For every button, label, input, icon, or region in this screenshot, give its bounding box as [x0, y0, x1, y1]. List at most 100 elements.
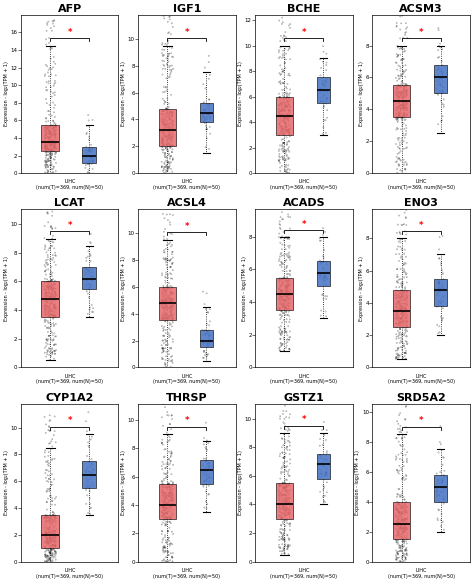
Point: [277, 310, 284, 319]
Point: [47, 284, 55, 293]
Point: [397, 106, 404, 115]
Point: [276, 527, 284, 536]
Point: [46, 487, 53, 496]
Point: [397, 421, 404, 430]
Point: [41, 125, 49, 135]
Point: [160, 554, 168, 564]
Point: [276, 334, 284, 343]
Point: [52, 290, 60, 300]
Point: [286, 471, 293, 480]
X-axis label: LIHC
(num(T)=369, num(N)=50): LIHC (num(T)=369, num(N)=50): [271, 568, 337, 579]
Point: [277, 106, 284, 115]
Point: [166, 122, 173, 131]
Point: [164, 126, 171, 135]
Point: [169, 511, 176, 521]
Point: [278, 275, 286, 285]
Point: [403, 305, 410, 314]
Point: [279, 104, 286, 113]
Point: [44, 531, 52, 540]
Point: [394, 527, 401, 536]
Point: [286, 252, 294, 261]
Point: [47, 145, 55, 154]
Point: [48, 26, 56, 36]
Point: [286, 508, 294, 517]
Point: [46, 516, 53, 525]
Point: [286, 445, 293, 455]
Point: [400, 86, 407, 95]
Point: [162, 493, 169, 502]
Point: [397, 8, 405, 17]
Point: [43, 546, 50, 556]
Point: [285, 497, 292, 507]
Point: [84, 266, 92, 275]
Point: [323, 447, 331, 456]
Point: [82, 264, 90, 273]
Point: [403, 312, 410, 321]
Point: [50, 512, 58, 522]
Point: [43, 298, 51, 307]
Point: [276, 61, 284, 70]
Point: [280, 53, 288, 62]
Point: [439, 483, 447, 493]
Point: [283, 125, 291, 135]
Point: [45, 451, 52, 461]
Point: [164, 337, 171, 346]
Point: [279, 496, 286, 505]
Point: [169, 460, 177, 469]
Point: [164, 131, 172, 141]
Point: [42, 146, 50, 155]
Point: [398, 292, 406, 301]
Point: [42, 519, 49, 529]
Point: [160, 141, 168, 150]
Point: [51, 284, 59, 293]
Point: [276, 482, 283, 491]
Point: [398, 399, 405, 408]
Point: [399, 552, 407, 561]
Point: [398, 77, 405, 86]
Point: [159, 296, 167, 305]
Point: [395, 113, 402, 122]
Point: [47, 548, 55, 557]
Point: [159, 138, 166, 147]
Point: [82, 163, 89, 173]
Point: [280, 504, 288, 514]
Point: [284, 241, 292, 251]
Point: [41, 144, 48, 153]
Point: [401, 83, 408, 92]
Point: [160, 489, 168, 498]
Point: [283, 285, 291, 294]
Point: [277, 294, 285, 304]
Point: [167, 29, 175, 38]
Point: [399, 129, 407, 138]
Point: [44, 470, 51, 480]
Point: [276, 99, 283, 108]
Point: [398, 118, 406, 127]
Point: [318, 468, 325, 477]
Point: [50, 534, 57, 543]
Point: [165, 157, 173, 166]
Point: [163, 503, 170, 512]
Point: [401, 309, 408, 318]
Point: [51, 546, 58, 556]
Point: [168, 490, 176, 499]
Point: [283, 91, 291, 100]
Point: [52, 540, 59, 550]
Point: [280, 282, 287, 291]
Point: [169, 125, 177, 135]
Point: [394, 512, 401, 521]
Point: [399, 311, 407, 321]
Point: [205, 463, 212, 473]
Point: [316, 451, 324, 460]
Point: [168, 552, 176, 561]
Point: [320, 101, 328, 111]
Point: [162, 547, 169, 557]
Point: [318, 469, 326, 479]
Point: [277, 504, 285, 513]
Point: [48, 551, 56, 560]
Point: [45, 259, 52, 269]
Point: [45, 285, 53, 294]
Point: [402, 115, 410, 124]
Point: [277, 331, 285, 340]
Point: [49, 336, 56, 345]
Point: [42, 528, 50, 538]
